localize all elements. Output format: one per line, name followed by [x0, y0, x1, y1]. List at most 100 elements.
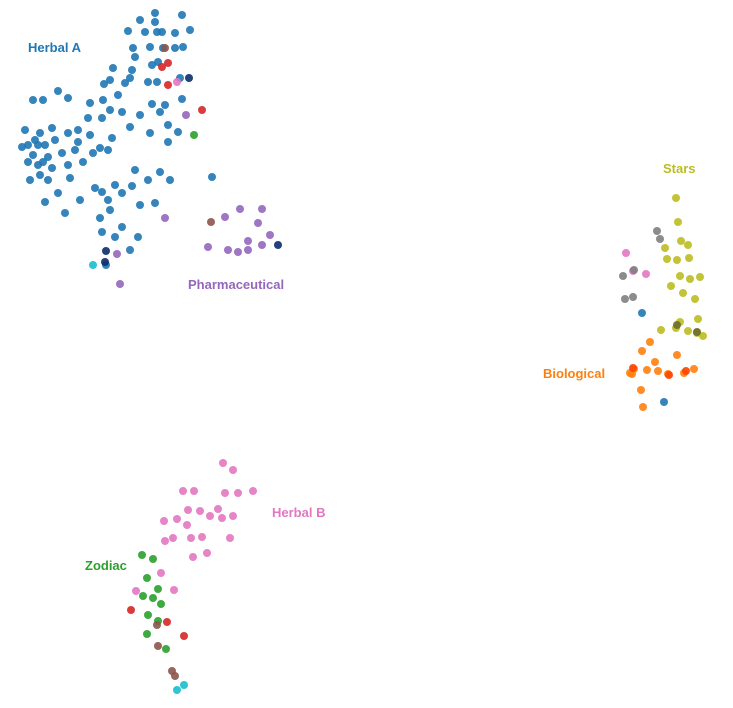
scatter-point	[190, 487, 198, 495]
scatter-point	[676, 272, 684, 280]
scatter-point	[104, 146, 112, 154]
scatter-point	[249, 487, 257, 495]
scatter-point	[221, 213, 229, 221]
scatter-point	[686, 275, 694, 283]
scatter-point	[143, 630, 151, 638]
scatter-point	[693, 328, 701, 336]
scatter-point	[184, 506, 192, 514]
scatter-point	[685, 254, 693, 262]
scatter-point	[234, 248, 242, 256]
scatter-point	[86, 99, 94, 107]
scatter-point	[164, 59, 172, 67]
scatter-point	[136, 111, 144, 119]
scatter-point	[121, 79, 129, 87]
scatter-point	[89, 261, 97, 269]
scatter-point	[183, 521, 191, 529]
scatter-point	[630, 266, 638, 274]
scatter-point	[116, 280, 124, 288]
scatter-point	[158, 63, 166, 71]
scatter-point	[118, 223, 126, 231]
cluster-label-herbal-b: Herbal B	[272, 505, 325, 520]
scatter-point	[34, 161, 42, 169]
scatter-point	[229, 512, 237, 520]
scatter-point	[139, 592, 147, 600]
scatter-point	[677, 237, 685, 245]
scatter-point	[258, 205, 266, 213]
scatter-point	[39, 96, 47, 104]
scatter-point	[41, 141, 49, 149]
scatter-point	[224, 246, 232, 254]
cluster-label-biological: Biological	[543, 366, 605, 381]
scatter-point	[638, 347, 646, 355]
scatter-point	[173, 78, 181, 86]
scatter-point	[187, 534, 195, 542]
scatter-point	[74, 126, 82, 134]
scatter-point	[98, 114, 106, 122]
scatter-point	[206, 512, 214, 520]
scatter-point	[74, 138, 82, 146]
scatter-point	[654, 367, 662, 375]
scatter-point	[173, 686, 181, 694]
cluster-label-herbal-a: Herbal A	[28, 40, 82, 55]
scatter-point	[153, 621, 161, 629]
cluster-label-pharmaceutical: Pharmaceutical	[188, 277, 284, 292]
scatter-point	[696, 273, 704, 281]
scatter-point	[101, 258, 109, 266]
scatter-point	[673, 351, 681, 359]
scatter-point	[98, 188, 106, 196]
scatter-point	[151, 199, 159, 207]
scatter-point	[163, 618, 171, 626]
scatter-point	[171, 672, 179, 680]
scatter-point	[178, 95, 186, 103]
scatter-point	[203, 549, 211, 557]
scatter-point	[131, 166, 139, 174]
scatter-point	[111, 233, 119, 241]
scatter-point	[151, 9, 159, 17]
scatter-point	[621, 295, 629, 303]
scatter-point	[254, 219, 262, 227]
scatter-point	[179, 43, 187, 51]
scatter-point	[146, 129, 154, 137]
scatter-point	[29, 151, 37, 159]
scatter-point	[132, 587, 140, 595]
scatter-point	[126, 123, 134, 131]
scatter-point	[186, 26, 194, 34]
scatter-point	[178, 11, 186, 19]
scatter-point	[149, 555, 157, 563]
scatter-point	[198, 106, 206, 114]
scatter-point	[274, 241, 282, 249]
scatter-point	[691, 295, 699, 303]
scatter-point	[180, 681, 188, 689]
scatter-point	[114, 91, 122, 99]
scatter-point	[36, 129, 44, 137]
scatter-point	[127, 606, 135, 614]
scatter-point	[699, 332, 707, 340]
labels-layer: Herbal A Pharmaceutical Stars Biological…	[28, 40, 696, 573]
scatter-point	[221, 489, 229, 497]
scatter-point	[76, 196, 84, 204]
scatter-point	[144, 611, 152, 619]
scatter-point	[126, 74, 134, 82]
scatter-point	[64, 129, 72, 137]
scatter-point	[106, 106, 114, 114]
scatter-point	[162, 645, 170, 653]
scatter-point	[682, 367, 690, 375]
scatter-point	[54, 189, 62, 197]
scatter-point	[29, 96, 37, 104]
scatter-point	[44, 176, 52, 184]
scatter-point	[157, 569, 165, 577]
scatter-point	[164, 121, 172, 129]
scatter-point	[258, 241, 266, 249]
scatter-point	[100, 80, 108, 88]
scatter-point	[207, 218, 215, 226]
scatter-point	[198, 533, 206, 541]
scatter-point	[234, 489, 242, 497]
scatter-point	[622, 249, 630, 257]
scatter-point	[214, 505, 222, 513]
scatter-point	[266, 231, 274, 239]
scatter-point	[661, 244, 669, 252]
scatter-point	[164, 138, 172, 146]
scatter-point	[149, 594, 157, 602]
scatter-point	[161, 214, 169, 222]
scatter-point	[24, 158, 32, 166]
